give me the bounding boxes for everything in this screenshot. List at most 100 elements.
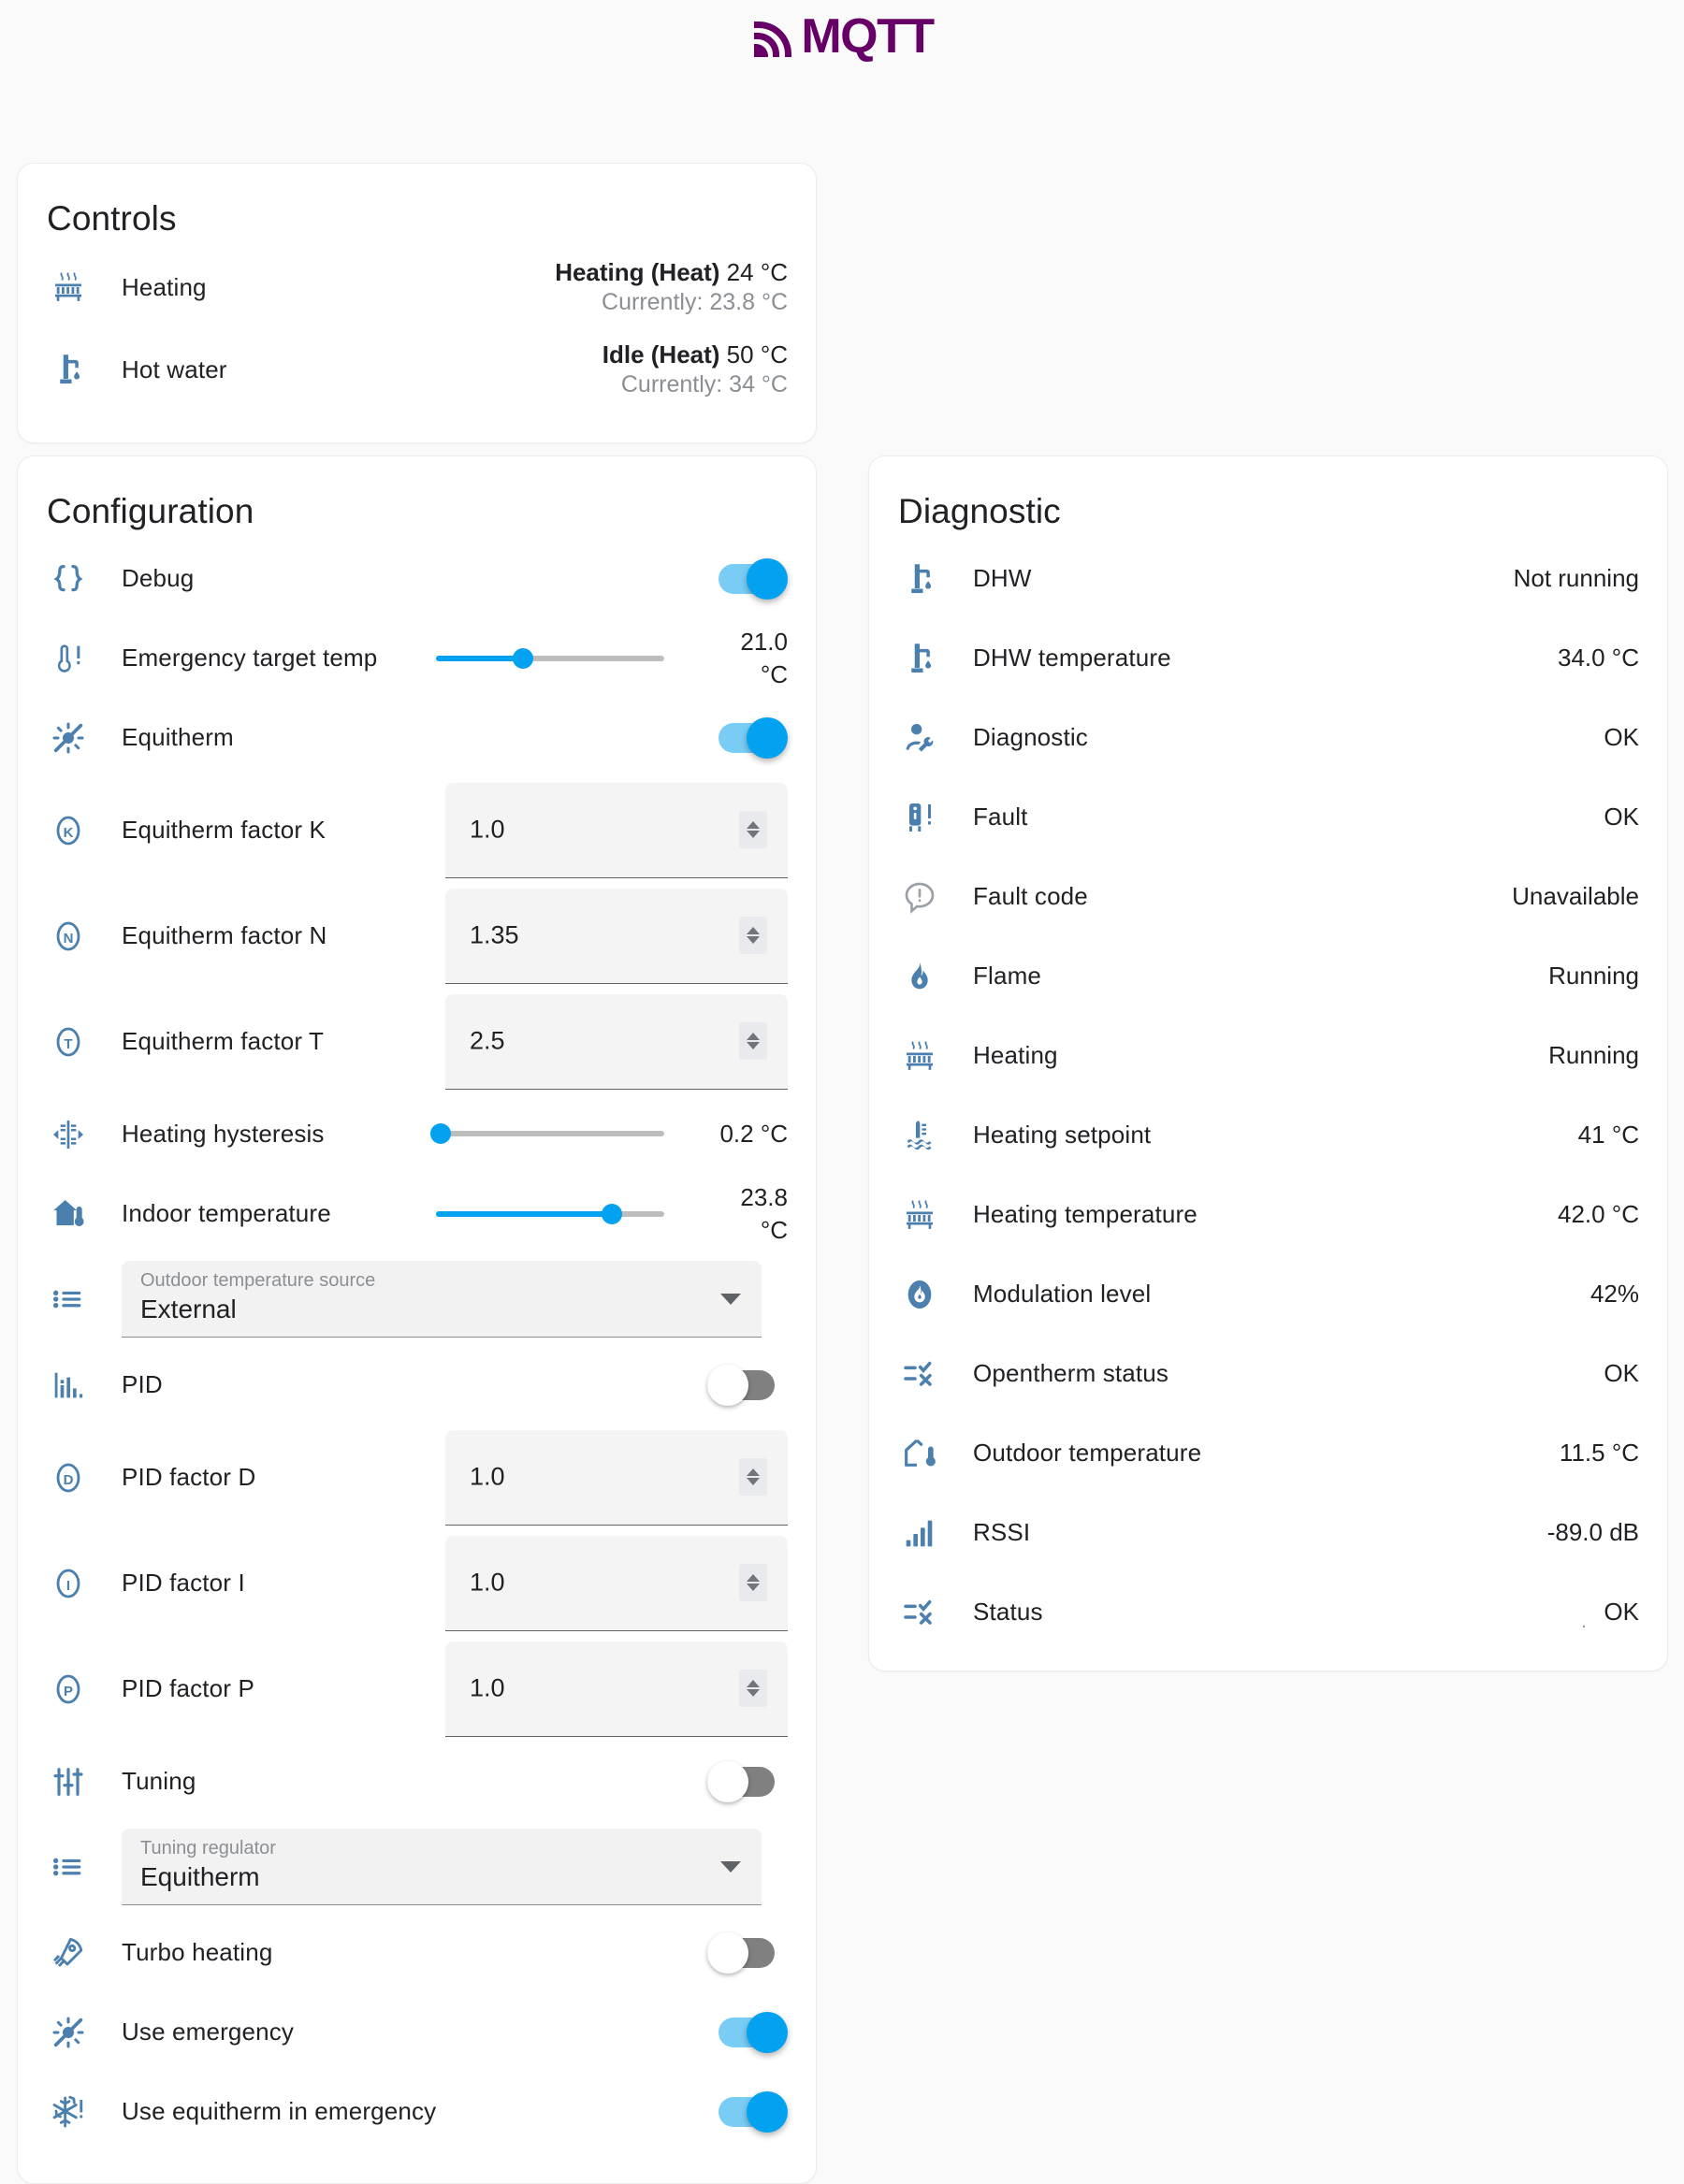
list-icon xyxy=(47,1278,90,1321)
indoor-temperature-slider[interactable] xyxy=(436,1202,664,1226)
config-row-pid-factor-i[interactable]: I PID factor I 1.0 xyxy=(18,1530,816,1636)
diagnostic-row-value: OK xyxy=(1604,1598,1639,1626)
diagnostic-row-label: DHW temperature xyxy=(973,644,1171,672)
stepper-arrows[interactable] xyxy=(739,1564,767,1601)
diagnostic-card: Diagnostic DHW Not running D xyxy=(868,456,1668,1671)
input-value: 1.0 xyxy=(470,1673,505,1702)
diagnostic-row-fault: Fault OK xyxy=(869,777,1667,857)
diagnostic-row-heating-setpoint: Heating setpoint 41 °C xyxy=(869,1095,1667,1175)
stepper-arrows[interactable] xyxy=(739,1458,767,1496)
config-row-pid-factor-d[interactable]: D PID factor D 1.0 xyxy=(18,1425,816,1530)
diagnostic-row-label: Heating temperature xyxy=(973,1200,1198,1228)
stepper-arrows[interactable] xyxy=(739,811,767,848)
emergency-target-temp-slider[interactable] xyxy=(436,646,664,671)
equitherm-factor-t-input[interactable]: 2.5 xyxy=(445,993,788,1090)
pid-factor-p-input[interactable]: 1.0 xyxy=(445,1641,788,1737)
pid-factor-d-input[interactable]: 1.0 xyxy=(445,1429,788,1526)
water-tap-icon xyxy=(47,348,90,391)
heating-hysteresis-slider[interactable] xyxy=(429,1121,664,1146)
coolant-temperature-icon xyxy=(898,1114,941,1157)
stepper-arrows[interactable] xyxy=(739,1022,767,1060)
header-logo-bar: MQTT xyxy=(0,0,1684,73)
diagnostic-row-value: 34.0 °C xyxy=(1557,644,1639,672)
config-row-label: Use equitherm in emergency xyxy=(122,2097,437,2125)
config-row-tuning-regulator[interactable]: Tuning regulator Equitherm xyxy=(18,1821,816,1913)
pid-toggle[interactable] xyxy=(707,1364,788,1406)
diagnostic-row-label: Status xyxy=(973,1598,1043,1626)
controls-state-hot-water: Idle (Heat) 50 °C Currently: 34 °C xyxy=(602,340,788,399)
value-number: 21.0 xyxy=(740,627,788,656)
diagnostic-row-label: Opentherm status xyxy=(973,1359,1169,1387)
diagnostic-row-label: Modulation level xyxy=(973,1280,1152,1308)
config-row-use-equitherm-in-emergency[interactable]: Use equitherm in emergency xyxy=(18,2072,816,2151)
config-row-equitherm-factor-n[interactable]: N Equitherm factor N 1.35 xyxy=(18,883,816,989)
config-row-label: Indoor temperature xyxy=(122,1199,331,1227)
indoor-temperature-slider-wrap: 23.8 °C xyxy=(436,1181,788,1247)
debug-toggle[interactable] xyxy=(707,557,788,600)
equitherm-factor-k-input[interactable]: 1.0 xyxy=(445,782,788,878)
stepper-arrows[interactable] xyxy=(739,917,767,954)
config-row-heating-hysteresis[interactable]: Heating hysteresis 0.2 °C xyxy=(18,1094,816,1174)
input-value: 1.35 xyxy=(470,920,519,949)
tuning-regulator-select[interactable]: Tuning regulator Equitherm xyxy=(122,1829,762,1905)
diagnostic-row-dhw-temperature: DHW temperature 34.0 °C xyxy=(869,618,1667,698)
letter-p-circle-icon: P xyxy=(47,1668,90,1711)
configuration-card-title: Configuration xyxy=(47,492,254,530)
diagnostic-row-label: Diagnostic xyxy=(973,723,1088,751)
config-row-label: Emergency target temp xyxy=(122,644,378,672)
diagnostic-row-value: Unavailable xyxy=(1512,882,1639,910)
config-row-emergency-target-temp[interactable]: Emergency target temp 21.0 °C xyxy=(18,618,816,698)
config-row-label: Equitherm factor T xyxy=(122,1027,325,1055)
controls-row-hot-water[interactable]: Hot water Idle (Heat) 50 °C Currently: 3… xyxy=(18,328,816,411)
controls-state-line1: Idle (Heat) 50 °C xyxy=(602,340,788,369)
card-bottom-padding xyxy=(18,411,816,442)
radiator-icon xyxy=(898,1034,941,1078)
config-row-equitherm[interactable]: Equitherm xyxy=(18,698,816,777)
chevron-down-icon[interactable] xyxy=(720,1293,741,1305)
code-braces-icon xyxy=(47,557,90,600)
config-row-debug[interactable]: Debug xyxy=(18,539,816,618)
check-x-list-icon xyxy=(898,1352,941,1396)
stepper-arrows[interactable] xyxy=(739,1670,767,1707)
config-row-label: PID factor D xyxy=(122,1463,256,1491)
config-row-outdoor-temperature-source[interactable]: Outdoor temperature source External xyxy=(18,1253,816,1345)
config-row-pid-factor-p[interactable]: P PID factor P 1.0 xyxy=(18,1636,816,1742)
controls-row-label: Hot water xyxy=(122,354,227,383)
chevron-down-icon[interactable] xyxy=(720,1860,741,1873)
config-row-use-emergency[interactable]: Use emergency xyxy=(18,1992,816,2072)
svg-text:N: N xyxy=(64,930,74,946)
config-row-label: PID factor I xyxy=(122,1569,245,1597)
controls-state-mode: Heating (Heat) xyxy=(555,257,720,286)
tuning-toggle[interactable] xyxy=(707,1760,788,1802)
radiator-icon xyxy=(47,266,90,309)
config-row-turbo-heating[interactable]: Turbo heating xyxy=(18,1913,816,1992)
water-boiler-alert-icon xyxy=(898,796,941,839)
controls-row-heating[interactable]: Heating Heating (Heat) 24 °C Currently: … xyxy=(18,246,816,328)
select-label: Tuning regulator xyxy=(140,1838,276,1859)
config-row-indoor-temperature[interactable]: Indoor temperature 23.8 °C xyxy=(18,1174,816,1253)
config-row-pid[interactable]: PID xyxy=(18,1345,816,1425)
diagnostic-row-modulation-level: Modulation level 42% xyxy=(869,1254,1667,1334)
diagnostic-row-fault-code: Fault code Unavailable xyxy=(869,857,1667,936)
configuration-card: Configuration Debug Emergency target te xyxy=(17,456,817,2184)
config-row-equitherm-factor-k[interactable]: K Equitherm factor K 1.0 xyxy=(18,777,816,883)
config-row-tuning[interactable]: Tuning xyxy=(18,1742,816,1821)
outdoor-temperature-source-select[interactable]: Outdoor temperature source External xyxy=(122,1261,762,1338)
use-equitherm-in-emergency-toggle[interactable] xyxy=(707,2090,788,2133)
input-value: 2.5 xyxy=(470,1026,505,1055)
account-wrench-icon xyxy=(898,716,941,759)
equitherm-factor-n-input[interactable]: 1.35 xyxy=(445,888,788,984)
input-value: 1.0 xyxy=(470,1568,505,1597)
turbo-heating-toggle[interactable] xyxy=(707,1931,788,1974)
pid-factor-i-input[interactable]: 1.0 xyxy=(445,1535,788,1631)
letter-n-circle-icon: N xyxy=(47,915,90,958)
arrow-collapse-icon xyxy=(47,1113,90,1156)
use-emergency-toggle[interactable] xyxy=(707,2011,788,2053)
equitherm-toggle[interactable] xyxy=(707,716,788,759)
diagnostic-row-value: 41 °C xyxy=(1577,1121,1639,1149)
config-row-equitherm-factor-t[interactable]: T Equitherm factor T 2.5 xyxy=(18,989,816,1094)
mqtt-wave-icon xyxy=(750,16,795,57)
weather-sun-off-icon xyxy=(47,716,90,759)
diagnostic-row-opentherm-status: Opentherm status OK xyxy=(869,1334,1667,1413)
